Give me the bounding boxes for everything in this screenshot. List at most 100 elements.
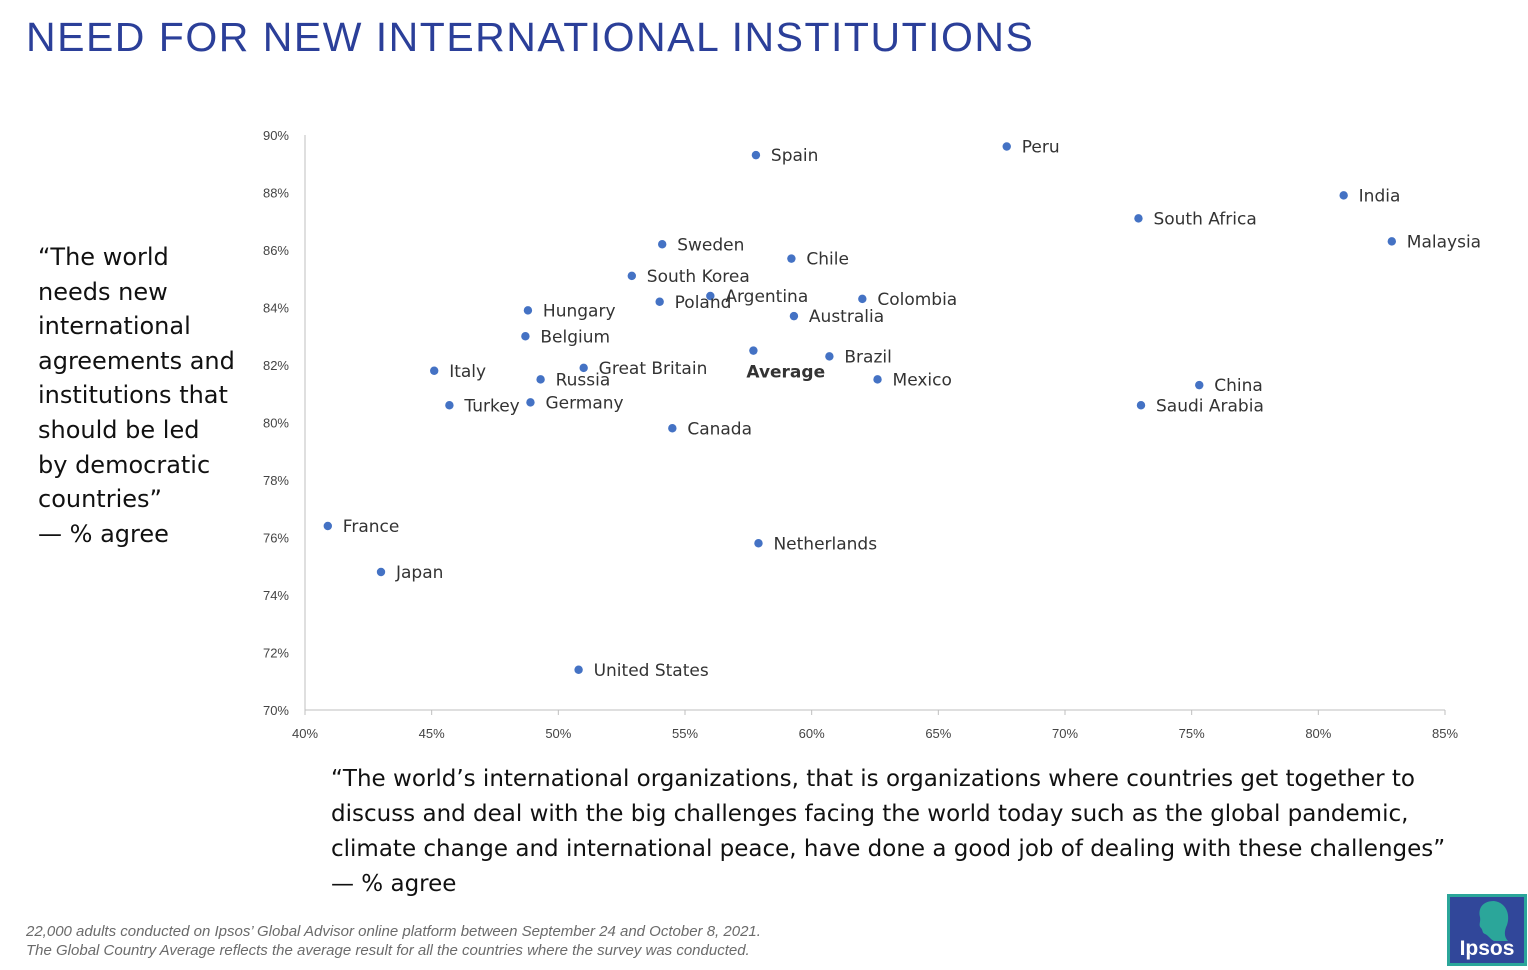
y-tick-label: 70% bbox=[263, 703, 289, 718]
y-tick-labels: 70% 72% 74% 76% 78% 80% 82% 84% 86% 88% 90% bbox=[263, 128, 289, 718]
data-point-mexico: Mexico bbox=[873, 370, 952, 390]
point-label: Hungary bbox=[543, 301, 616, 321]
point-marker bbox=[1339, 191, 1348, 200]
data-point-great-britain: Great Britain bbox=[579, 359, 707, 379]
footnote: 22,000 adults conducted on Ipsos’ Global… bbox=[26, 922, 761, 960]
page-title: NEED FOR NEW INTERNATIONAL INSTITUTIONS bbox=[26, 14, 1035, 60]
x-tick-label: 40% bbox=[292, 726, 318, 741]
y-tick-label: 74% bbox=[263, 588, 289, 603]
point-label: Russia bbox=[556, 370, 611, 390]
data-point-united-states: United States bbox=[574, 661, 709, 681]
data-point-malaysia: Malaysia bbox=[1387, 232, 1481, 252]
point-label: India bbox=[1359, 186, 1401, 206]
data-point-argentina: Argentina bbox=[706, 287, 808, 307]
x-tick-label: 50% bbox=[545, 726, 571, 741]
data-point-brazil: Brazil bbox=[825, 347, 892, 367]
point-label: South Africa bbox=[1153, 209, 1256, 229]
point-marker bbox=[523, 306, 533, 315]
point-marker bbox=[323, 521, 332, 531]
point-label: Brazil bbox=[844, 347, 891, 367]
x-tick-labels: 40% 45% 50% 55% 60% 65% 70% 75% 80% 85% bbox=[292, 710, 1458, 741]
y-tick-label: 90% bbox=[263, 128, 289, 143]
point-marker bbox=[445, 401, 454, 410]
x-question-line: discuss and deal with the big challenges… bbox=[331, 801, 1409, 827]
point-marker bbox=[1134, 214, 1143, 223]
x-tick-label: 80% bbox=[1305, 726, 1331, 741]
ipsos-logo: Ipsos bbox=[1447, 894, 1527, 966]
scatter-chart: 70% 72% 74% 76% 78% 80% 82% 84% 86% 88% 90% 40% 45%… bbox=[263, 128, 1481, 741]
point-marker bbox=[579, 363, 588, 373]
point-label: Chile bbox=[806, 250, 849, 270]
x-axis-question: “The world’s international organizations… bbox=[331, 762, 1481, 902]
data-point-russia: Russia bbox=[536, 370, 610, 390]
point-label: Mexico bbox=[893, 370, 952, 390]
point-marker bbox=[1002, 142, 1011, 151]
data-point-spain: Spain bbox=[751, 146, 819, 166]
data-point-saudi-arabia: Saudi Arabia bbox=[1136, 396, 1264, 416]
y-tick-label: 82% bbox=[263, 358, 289, 373]
point-label: Turkey bbox=[463, 396, 519, 416]
x-tick-label: 65% bbox=[925, 726, 951, 741]
y-question-line: institutions that bbox=[38, 381, 228, 410]
y-tick-label: 76% bbox=[263, 531, 289, 546]
point-label: Netherlands bbox=[773, 534, 877, 554]
point-label: Spain bbox=[771, 146, 819, 166]
point-marker bbox=[873, 375, 882, 384]
point-marker bbox=[655, 297, 664, 306]
point-label: Germany bbox=[545, 393, 623, 413]
point-label: Colombia bbox=[877, 290, 957, 310]
logo-text: Ipsos bbox=[1459, 937, 1515, 960]
point-marker bbox=[574, 665, 583, 674]
data-point-germany: Germany bbox=[526, 393, 624, 413]
data-point-south-korea: South Korea bbox=[627, 267, 750, 287]
y-question-line: “The world bbox=[38, 243, 169, 271]
y-tick-label: 84% bbox=[263, 301, 289, 316]
y-question-line: needs new bbox=[38, 277, 168, 306]
y-question-line: by democratic bbox=[38, 450, 211, 479]
point-marker bbox=[430, 366, 439, 375]
point-marker bbox=[536, 375, 545, 384]
data-point-canada: Canada bbox=[668, 419, 752, 439]
y-tick-label: 72% bbox=[263, 646, 289, 661]
point-label: South Korea bbox=[647, 267, 750, 287]
data-point-hungary: Hungary bbox=[523, 301, 616, 321]
point-label: France bbox=[343, 517, 400, 537]
point-label: United States bbox=[594, 661, 709, 681]
logo-head-icon bbox=[1479, 901, 1509, 941]
data-point-netherlands: Netherlands bbox=[754, 534, 877, 554]
point-label: Australia bbox=[809, 307, 884, 327]
point-marker bbox=[658, 240, 667, 249]
point-label: Canada bbox=[687, 419, 752, 439]
point-label: Saudi Arabia bbox=[1156, 396, 1264, 416]
point-label: Belgium bbox=[540, 327, 610, 347]
data-point-france: France bbox=[323, 517, 400, 537]
x-tick-label: 60% bbox=[799, 726, 825, 741]
point-marker bbox=[526, 398, 535, 407]
y-tick-label: 88% bbox=[263, 186, 289, 201]
y-tick-label: 80% bbox=[263, 416, 289, 431]
point-marker bbox=[1195, 380, 1204, 390]
x-tick-label: 85% bbox=[1432, 726, 1458, 741]
y-axis-question: “The world needs new international agreemen… bbox=[38, 240, 238, 551]
y-question-line: international bbox=[38, 312, 191, 341]
point-marker bbox=[1387, 237, 1397, 246]
data-point-australia: Australia bbox=[789, 307, 884, 327]
point-label: Sweden bbox=[677, 235, 744, 255]
point-label: Japan bbox=[395, 563, 443, 583]
x-tick-label: 75% bbox=[1179, 726, 1205, 741]
y-tick-label: 78% bbox=[263, 473, 289, 488]
point-label: Great Britain bbox=[599, 359, 708, 379]
data-point-colombia: Colombia bbox=[858, 290, 957, 310]
data-point-south-africa: South Africa bbox=[1134, 209, 1257, 229]
footnote-line: 22,000 adults conducted on Ipsos’ Global… bbox=[26, 923, 761, 940]
data-point-peru: Peru bbox=[1002, 138, 1060, 158]
point-marker bbox=[787, 254, 796, 263]
y-question-line: agreements and bbox=[38, 346, 235, 375]
data-point-chile: Chile bbox=[787, 250, 849, 270]
x-question-line: climate change and international peace, … bbox=[331, 836, 1446, 862]
point-label: Peru bbox=[1022, 138, 1060, 158]
point-label: Argentina bbox=[725, 287, 808, 307]
data-point-turkey: Turkey bbox=[445, 396, 520, 416]
data-point-italy: Italy bbox=[430, 362, 486, 382]
footnote-line: The Global Country Average reflects the … bbox=[26, 942, 750, 959]
